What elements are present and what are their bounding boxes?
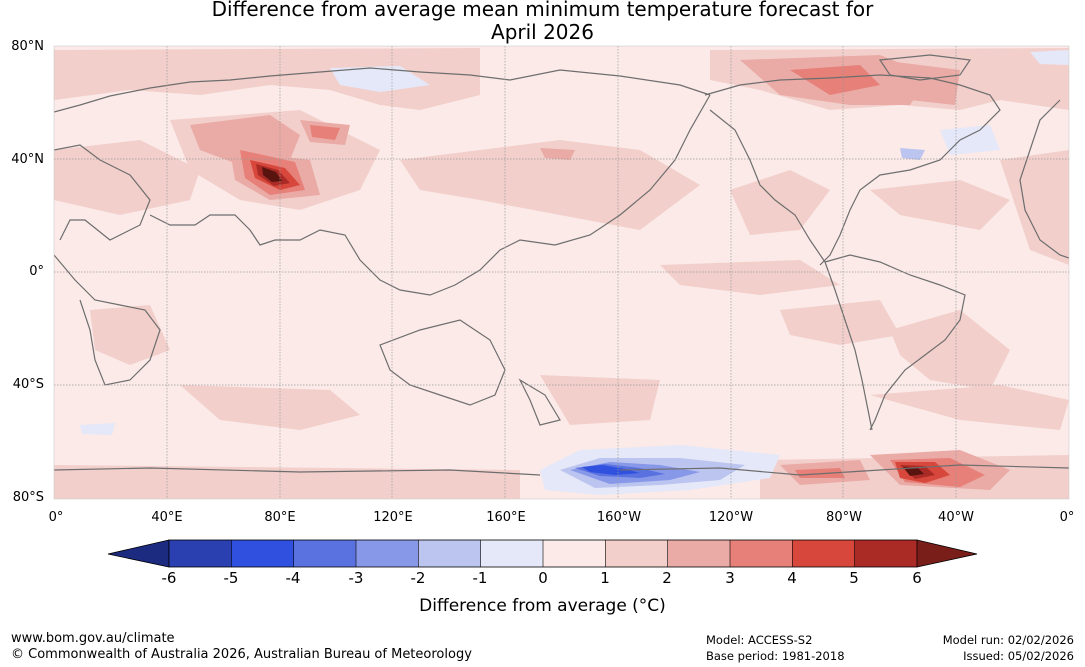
colorbar-under-arrow bbox=[107, 539, 170, 568]
lon-label-120e: 120°E bbox=[373, 510, 413, 525]
colorbar-segment bbox=[543, 540, 606, 567]
gridlines bbox=[54, 46, 1069, 499]
lon-label-0: 0° bbox=[48, 510, 64, 525]
colorbar-segment bbox=[480, 540, 544, 567]
lon-label-0-end: 0° bbox=[1059, 510, 1075, 525]
colorbar-segment bbox=[293, 540, 357, 567]
colorbar-tick: 2 bbox=[662, 569, 672, 587]
colorbar-segment bbox=[605, 540, 669, 567]
colorbar-segment bbox=[418, 540, 482, 567]
colorbar-tick: 6 bbox=[912, 569, 922, 587]
footer-url[interactable]: www.bom.gov.au/climate bbox=[11, 631, 175, 646]
lat-label-80s: 80°S bbox=[12, 490, 44, 505]
colorbar-tick: -1 bbox=[472, 569, 488, 587]
lon-label-80e: 80°E bbox=[264, 510, 296, 525]
colorbar-tick: -6 bbox=[161, 569, 177, 587]
lon-label-160e: 160°E bbox=[486, 510, 526, 525]
footer-model-run: Model run: 02/02/2026 bbox=[942, 633, 1074, 647]
colorbar-label: Difference from average (°C) bbox=[419, 596, 666, 616]
footer-base-period: Base period: 1981-2018 bbox=[706, 649, 845, 663]
colorbar-segments bbox=[169, 540, 918, 567]
anomaly-4-to-6-regions bbox=[250, 160, 950, 483]
chart-title-line1: Difference from average mean minimum tem… bbox=[211, 0, 874, 21]
colorbar-tick: 0 bbox=[538, 569, 548, 587]
colorbar-over-arrow bbox=[916, 539, 978, 568]
colorbar-tick: 5 bbox=[849, 569, 859, 587]
negative-anomaly-regions bbox=[80, 50, 1069, 495]
coastlines bbox=[54, 54, 1069, 476]
colorbar-segment bbox=[792, 540, 856, 567]
lat-label-0: 0° bbox=[29, 264, 44, 279]
colorbar-tick: 1 bbox=[600, 569, 610, 587]
colorbar-segment bbox=[667, 540, 731, 567]
lon-label-160w: 160°W bbox=[596, 510, 642, 525]
colorbar-segment bbox=[356, 540, 419, 567]
lon-label-80w: 80°W bbox=[826, 510, 862, 525]
lat-label-80n: 80°N bbox=[11, 39, 44, 54]
lon-label-40e: 40°E bbox=[151, 510, 183, 525]
colorbar-tick: -5 bbox=[223, 569, 239, 587]
colorbar-frame bbox=[168, 539, 918, 568]
lat-label-40s: 40°S bbox=[12, 377, 44, 392]
colorbar-tick: 4 bbox=[787, 569, 797, 587]
colorbar-tick: -3 bbox=[348, 569, 364, 587]
footer-model: Model: ACCESS-S2 bbox=[706, 633, 813, 647]
colorbar-tick: -2 bbox=[410, 569, 426, 587]
chart-title-line2: April 2026 bbox=[491, 20, 594, 44]
colorbar-segment bbox=[730, 540, 793, 567]
footer-copyright: © Commonwealth of Australia 2026, Austra… bbox=[11, 647, 472, 662]
map-frame bbox=[53, 45, 1070, 500]
footer-issued: Issued: 05/02/2026 bbox=[963, 649, 1074, 663]
lon-label-40w: 40°W bbox=[938, 510, 974, 525]
lon-label-120w: 120°W bbox=[708, 510, 754, 525]
lat-label-40n: 40°N bbox=[11, 152, 44, 167]
colorbar-segment bbox=[854, 540, 918, 567]
colorbar-tick: 3 bbox=[725, 569, 735, 587]
colorbar-segment bbox=[231, 540, 295, 567]
colorbar-tick: -4 bbox=[285, 569, 301, 587]
colorbar-segment bbox=[169, 540, 232, 567]
